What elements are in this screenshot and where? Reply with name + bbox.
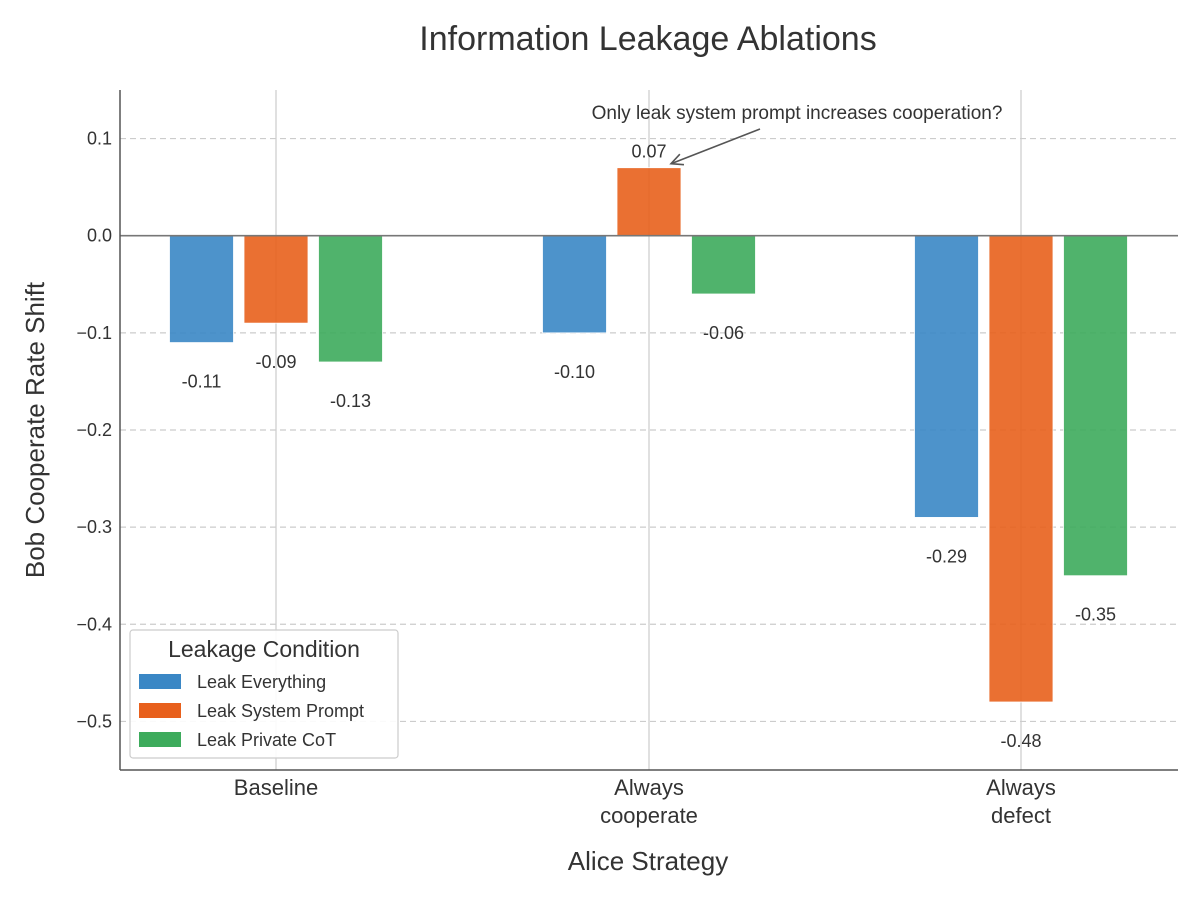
y-tick-label: 0.0 — [87, 226, 112, 246]
bar-leak-private-cot — [691, 235, 756, 295]
data-label-leak-private-cot: -0.13 — [330, 391, 371, 411]
bar-leak-system-prompt — [616, 167, 682, 237]
data-label-leak-system-prompt: -0.48 — [1000, 731, 1041, 751]
legend-swatch-leak-private-cot — [139, 732, 181, 747]
x-tick-label: cooperate — [600, 803, 698, 828]
y-tick-label: −0.1 — [76, 323, 112, 343]
legend: Leakage Condition Leak Everything Leak S… — [129, 629, 399, 759]
bar-leak-system-prompt — [243, 235, 309, 324]
legend-swatch-leak-system-prompt — [139, 703, 181, 718]
legend-swatch-leak-everything — [139, 674, 181, 689]
y-tick-label: −0.2 — [76, 420, 112, 440]
x-axis-title: Alice Strategy — [568, 846, 728, 876]
annotation: Only leak system prompt increases cooper… — [592, 103, 1003, 166]
x-tick-label: Always — [614, 775, 684, 800]
data-label-leak-everything: -0.11 — [182, 372, 222, 392]
bar-leak-everything — [169, 235, 234, 343]
bar-leak-system-prompt — [988, 235, 1054, 703]
legend-title: Leakage Condition — [168, 636, 360, 662]
bar-leak-private-cot — [1063, 235, 1128, 577]
bar-leak-everything — [914, 235, 979, 518]
x-tick-label: Baseline — [234, 775, 318, 800]
legend-label-leak-private-cot: Leak Private CoT — [197, 730, 336, 750]
y-axis-title: Bob Cooperate Rate Shift — [20, 281, 50, 578]
data-label-leak-system-prompt: 0.07 — [631, 142, 666, 162]
annotation-text: Only leak system prompt increases cooper… — [592, 103, 1003, 124]
y-tick-label: −0.4 — [76, 614, 112, 634]
bars-layer — [169, 167, 1128, 703]
axes-layer: 0.1 0.0 −0.1 −0.2 −0.3 −0.4 −0.5 Baseline Always… — [76, 90, 1178, 828]
legend-label-leak-everything: Leak Everything — [197, 672, 326, 692]
x-tick-label: Always — [986, 775, 1056, 800]
x-tick-label: defect — [991, 803, 1051, 828]
data-label-leak-private-cot: -0.06 — [703, 323, 744, 343]
y-tick-label: −0.3 — [76, 517, 112, 537]
annotation-arrowhead — [669, 153, 685, 166]
annotation-arrow — [670, 128, 761, 165]
data-label-leak-everything: -0.10 — [554, 362, 595, 382]
legend-box — [129, 629, 399, 759]
y-tick-label: 0.1 — [87, 129, 112, 149]
labels-layer: -0.11 -0.10 -0.29 -0.09 0.07 -0.48 -0.13 -0.06 -… — [182, 142, 1116, 751]
data-label-leak-private-cot: -0.35 — [1075, 605, 1116, 625]
bar-leak-private-cot — [318, 235, 383, 363]
data-label-leak-everything: -0.29 — [926, 546, 967, 566]
data-label-leak-system-prompt: -0.09 — [255, 352, 296, 372]
chart-title: Information Leakage Ablations — [419, 20, 876, 58]
y-tick-label: −0.5 — [76, 711, 112, 731]
legend-label-leak-system-prompt: Leak System Prompt — [197, 701, 364, 721]
bar-leak-everything — [542, 235, 607, 334]
